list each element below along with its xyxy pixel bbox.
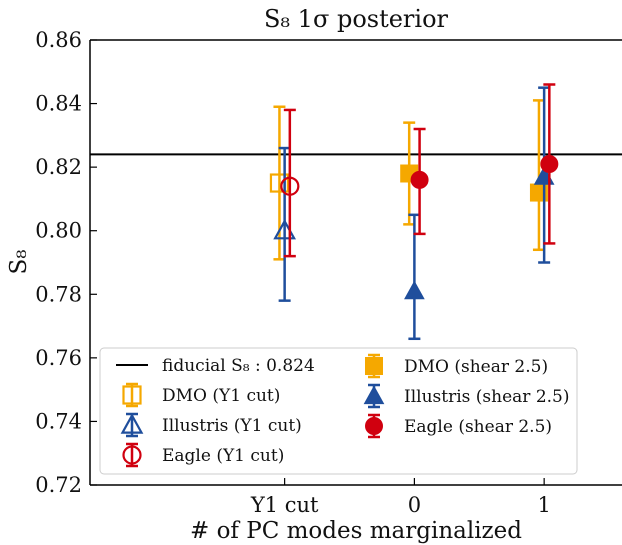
legend-swatch-marker (365, 417, 383, 435)
legend-label: Eagle (Y1 cut) (162, 446, 284, 466)
data-point (269, 173, 290, 193)
y-axis-label: S₈ (6, 250, 32, 275)
legend-swatch-marker (120, 413, 144, 434)
y-tick-label: 0.78 (35, 282, 82, 306)
y-tick-label: 0.80 (35, 219, 82, 243)
legend-label: Illustris (Y1 cut) (162, 416, 302, 436)
x-tick-label: Y1 cut (250, 493, 319, 517)
y-tick-label: 0.76 (35, 346, 82, 370)
chart-title: S₈ 1σ posterior (264, 5, 449, 33)
legend-swatch-marker (363, 385, 385, 405)
y-tick-label: 0.82 (35, 155, 82, 179)
data-point (404, 280, 425, 300)
legend-swatch-marker (365, 357, 383, 375)
y-tick-label: 0.84 (35, 92, 82, 116)
legend-label: DMO (shear 2.5) (404, 357, 548, 377)
legend-swatch-marker (122, 445, 142, 465)
x-axis-label: # of PC modes marginalized (190, 518, 522, 544)
legend-label: DMO (Y1 cut) (162, 386, 280, 406)
y-tick-label: 0.86 (35, 28, 82, 52)
legend-label: Illustris (shear 2.5) (404, 387, 569, 407)
legend: fiducial S₈ : 0.824 DMO (Y1 cut) Illustris… (99, 347, 578, 475)
plot-area: 0.72 0.74 0.76 0.78 0.80 0.82 0.84 0.86 Y1 cut 0 1… (35, 28, 622, 517)
data-point (280, 176, 300, 196)
y-tick-label: 0.72 (35, 473, 82, 497)
legend-box (99, 347, 578, 475)
data-point (410, 170, 429, 189)
x-tick-label: 1 (537, 493, 550, 517)
data-point (540, 154, 559, 173)
legend-swatch-marker (122, 385, 142, 405)
y-tick-label: 0.74 (35, 409, 82, 433)
legend-label: fiducial S₈ : 0.824 (162, 356, 315, 376)
legend-label: Eagle (shear 2.5) (404, 417, 552, 437)
x-tick-label: 0 (408, 493, 421, 517)
